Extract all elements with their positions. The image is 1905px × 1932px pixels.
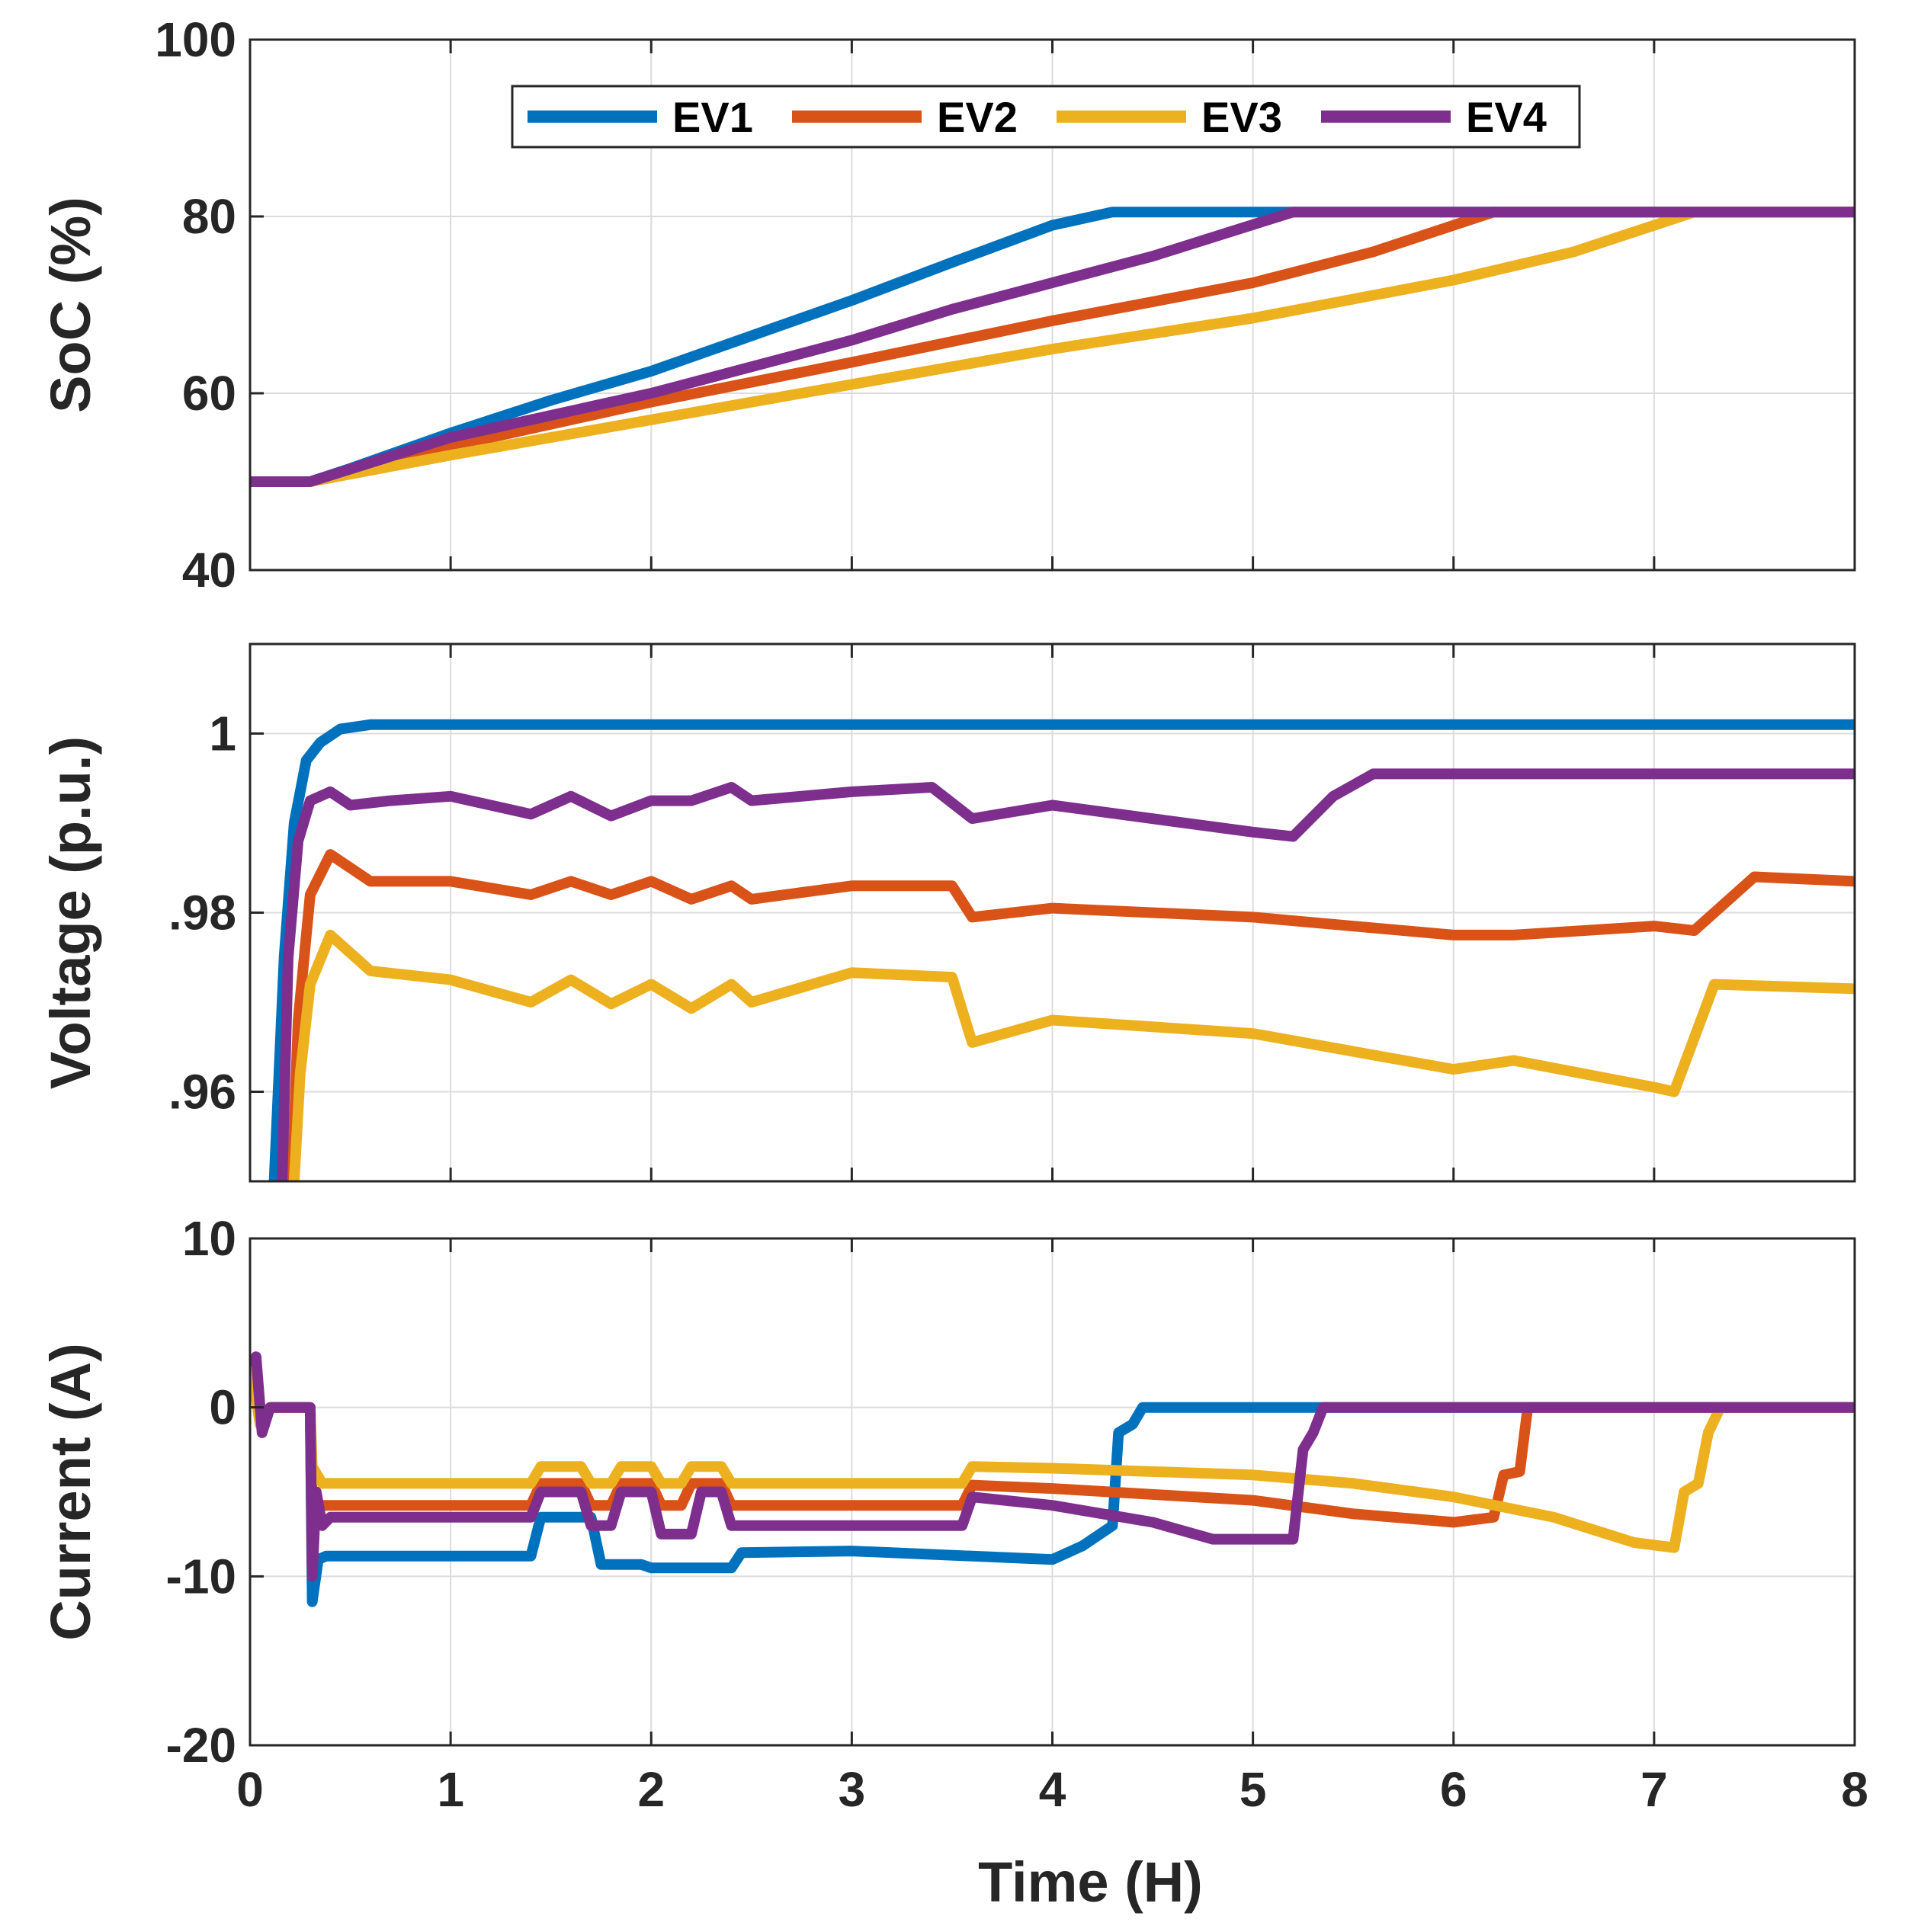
current-ytick-label-1: -10 — [166, 1549, 237, 1604]
legend-label-ev4: EV4 — [1466, 93, 1547, 141]
current-xtick-label-0: 0 — [236, 1762, 264, 1817]
voltage-series-ev1 — [268, 719, 1855, 1181]
voltage-panel: .96 .98 1 Voltage (p.u.) — [39, 642, 1856, 1183]
current-xlabel: Time (H) — [978, 1850, 1203, 1914]
soc-ylabel: SoC (%) — [39, 197, 102, 413]
voltage-ylabel: Voltage (p.u.) — [39, 736, 102, 1089]
legend: EV1 EV2 EV3 EV4 — [511, 85, 1581, 149]
soc-ytick-label-0: 40 — [182, 543, 236, 598]
voltage-ytick-label-2: 1 — [209, 706, 236, 761]
current-ytick-label-3: 10 — [182, 1211, 236, 1266]
current-xtick-label-8: 8 — [1841, 1762, 1868, 1817]
legend-label-ev2: EV2 — [937, 93, 1018, 141]
current-ytick-label-0: -20 — [166, 1718, 237, 1773]
current-xtick-label-4: 4 — [1039, 1762, 1066, 1817]
voltage-series-ev3 — [288, 929, 1855, 1181]
current-xtick-label-7: 7 — [1640, 1762, 1668, 1817]
soc-ytick-label-2: 80 — [182, 189, 236, 244]
current-xtick-label-1: 1 — [437, 1762, 464, 1817]
legend-label-ev3: EV3 — [1201, 93, 1282, 141]
voltage-ytick-label-0: .96 — [168, 1065, 236, 1120]
current-xtick-label-6: 6 — [1440, 1762, 1467, 1817]
soc-panel: 40 60 80 100 SoC (%) — [39, 12, 1856, 598]
soc-ytick-label-1: 60 — [182, 366, 236, 421]
voltage-series-ev4 — [277, 768, 1855, 1181]
current-ylabel: Current (A) — [39, 1343, 102, 1641]
voltage-series-ev2 — [287, 849, 1855, 1181]
soc-series-ev4 — [250, 207, 1855, 487]
current-series-ev4 — [250, 1351, 1855, 1582]
current-xtick-label-2: 2 — [637, 1762, 665, 1817]
soc-ytick-label-3: 100 — [155, 12, 236, 67]
current-xtick-label-5: 5 — [1240, 1762, 1267, 1817]
voltage-ytick-label-1: .98 — [168, 886, 236, 940]
soc-series-ev3 — [250, 207, 1855, 487]
legend-label-ev1: EV1 — [672, 93, 753, 141]
current-series-ev3 — [250, 1356, 1855, 1553]
current-xtick-label-3: 3 — [839, 1762, 866, 1817]
current-ytick-label-2: 0 — [209, 1380, 236, 1435]
current-panel: -20 -10 0 10 0 1 2 3 4 5 6 7 8 Current (A) Time (H) — [39, 1211, 1868, 1914]
